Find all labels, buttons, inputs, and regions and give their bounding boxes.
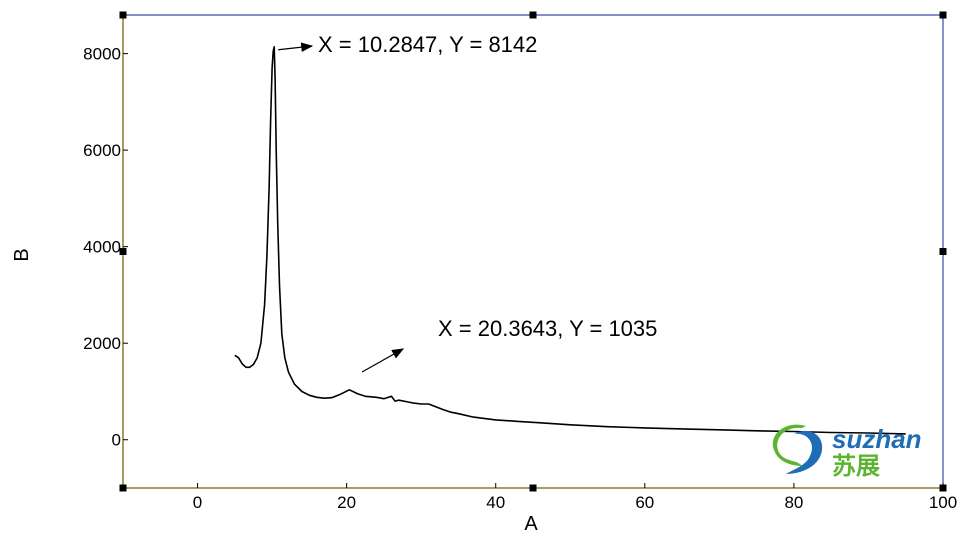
x-tick-label: 40	[486, 493, 505, 512]
logo-chinese: 苏展	[832, 452, 880, 480]
logo-swoosh-green-icon	[772, 424, 806, 466]
x-tick-label: 60	[635, 493, 654, 512]
y-tick-label: 4000	[83, 238, 121, 257]
y-tick-label: 6000	[83, 141, 121, 160]
selection-handle	[939, 248, 947, 255]
x-tick-label: 0	[193, 493, 202, 512]
selection-handle	[119, 11, 127, 19]
x-tick-label: 80	[784, 493, 803, 512]
selection-handle	[119, 484, 127, 492]
y-axis-ticks: 0 2000 4000 6000 8000	[83, 45, 128, 450]
selection-handle	[939, 11, 947, 19]
x-tick-label: 20	[337, 493, 356, 512]
selection-handle	[529, 484, 537, 492]
shoulder-annotation-arrow	[361, 348, 405, 373]
x-axis-title: A	[524, 513, 538, 535]
plot-frame	[119, 11, 947, 492]
y-tick-label: 8000	[83, 45, 121, 64]
selection-handle	[119, 248, 127, 255]
y-tick-label: 0	[112, 431, 121, 450]
annotations-group: X = 10.2847, Y = 8142 X = 20.3643, Y = 10…	[278, 32, 657, 373]
y-tick-label: 2000	[83, 334, 121, 353]
peak-annotation-label: X = 10.2847, Y = 8142	[318, 32, 537, 57]
shoulder-annotation-label: X = 20.3643, Y = 1035	[438, 316, 657, 341]
x-axis-ticks: 0 20 40 60 80 100	[193, 483, 957, 512]
suzhan-logo: suzhan 苏展	[772, 424, 922, 480]
logo-text: suzhan	[832, 424, 922, 454]
x-tick-label: 100	[929, 493, 957, 512]
y-axis-title: B	[11, 248, 33, 261]
selection-handle	[529, 11, 537, 19]
series-line	[234, 45, 906, 435]
peak-annotation-arrow	[278, 42, 314, 52]
series-group	[234, 45, 906, 435]
logo-swoosh-blue-icon	[786, 430, 823, 474]
